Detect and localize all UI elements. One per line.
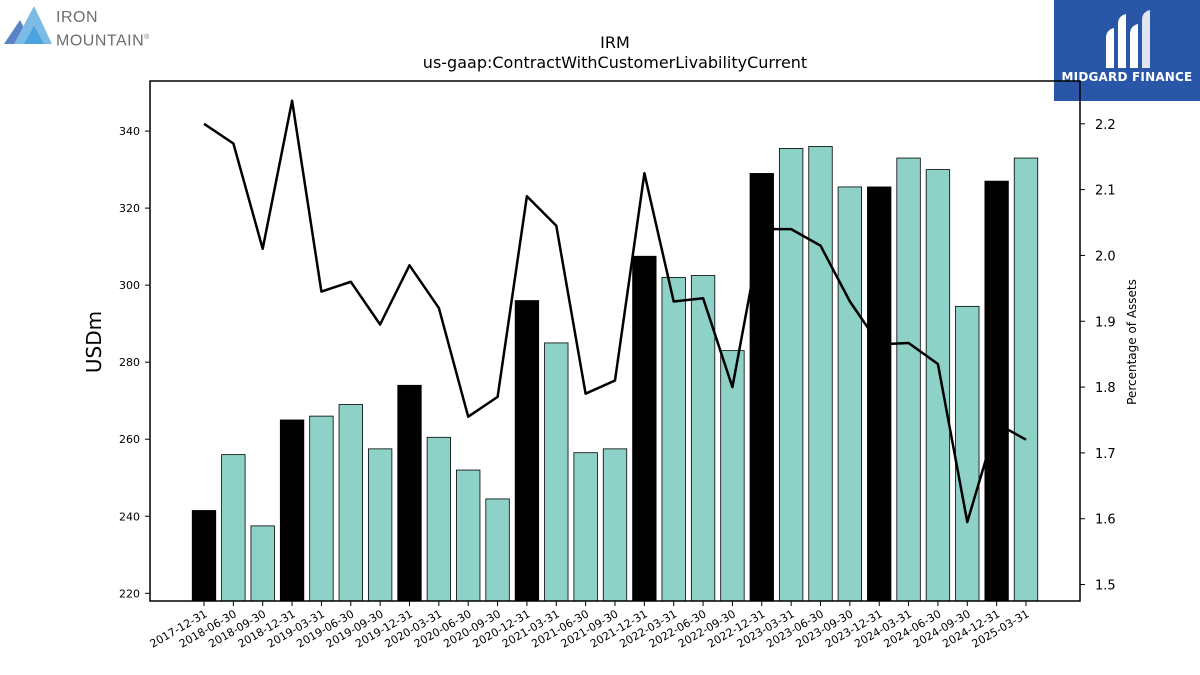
y-tick-label: 300 [119, 279, 140, 292]
y2-axis: 1.5 1.6 1.7 1.8 1.9 2.0 2.1 2.2 [1080, 118, 1116, 594]
bar-2024-09-30 [955, 305, 980, 602]
bar-2021-03-31 [544, 342, 569, 602]
logo-text-line2: MOUNTAIN [56, 32, 145, 50]
y-tick-label: 280 [119, 356, 140, 369]
y-tick-label: 260 [119, 433, 140, 446]
mountain-logo-icon [4, 6, 52, 44]
bar-2020-06-30 [456, 469, 481, 602]
bar-2018-09-30 [250, 525, 275, 602]
bar-2023-06-30 [808, 146, 833, 602]
bar-2025-03-31 [1013, 157, 1039, 602]
bar-2018-06-30 [221, 454, 246, 602]
logo-text-line1: IRON [56, 9, 98, 26]
line-series [203, 99, 1027, 524]
bar-2017-12-31 [191, 510, 217, 602]
bar-2019-03-31 [309, 415, 334, 602]
bar-2021-09-30 [602, 448, 628, 602]
bar-2022-12-31 [749, 173, 774, 602]
bar-2018-12-31 [279, 419, 305, 602]
midgard-finance-logo: MIDGARD FINANCE [1054, 0, 1200, 101]
bar-2023-03-31 [778, 148, 804, 602]
y2-tick-label: 2.0 [1095, 249, 1116, 264]
y2-tick-label: 2.1 [1095, 184, 1116, 199]
y-axis: 220 240 260 280 300 320 340 [119, 125, 150, 600]
bar-2019-09-30 [367, 448, 393, 602]
iron-mountain-logo: IRON MOUNTAIN® [4, 4, 164, 50]
bar-2020-09-30 [485, 498, 510, 602]
percentage-line [203, 99, 1027, 524]
chart-subtitle: us-gaap:ContractWithCustomerLivabilityCu… [423, 53, 807, 72]
midgard-logo-text: MIDGARD FINANCE [1061, 70, 1193, 84]
y2-tick-label: 1.9 [1095, 315, 1116, 330]
y2-tick-label: 1.7 [1095, 447, 1116, 462]
y-tick-label: 320 [119, 202, 140, 215]
y2-tick-label: 1.8 [1095, 381, 1116, 396]
bar-2019-12-31 [397, 384, 422, 602]
chart-title: IRM [600, 33, 630, 52]
y2-axis-label: Percentage of Assets [1125, 279, 1139, 405]
y-tick-label: 340 [119, 125, 140, 138]
bar-2023-09-30 [837, 186, 863, 602]
bar-2024-03-31 [896, 157, 921, 602]
y2-tick-label: 2.2 [1095, 118, 1116, 133]
bar-2019-06-30 [338, 404, 363, 602]
y2-tick-label: 1.6 [1095, 513, 1116, 528]
y2-tick-label: 1.5 [1095, 579, 1116, 594]
registered-mark: ® [144, 34, 150, 41]
bar-series [191, 146, 1039, 602]
x-axis: 2017-12-312018-06-302018-09-302018-12-31… [148, 601, 1032, 651]
y-tick-label: 220 [119, 587, 140, 600]
bar-2024-12-31 [984, 180, 1009, 602]
bar-2020-03-31 [426, 436, 452, 602]
bar-2020-12-31 [514, 300, 540, 602]
y-axis-label: USDm [82, 311, 106, 373]
y-tick-label: 240 [119, 510, 140, 523]
bar-2024-06-30 [925, 169, 951, 602]
bar-2021-12-31 [632, 255, 657, 602]
bar-2023-12-31 [867, 186, 892, 602]
bar-2021-06-30 [573, 452, 598, 602]
midgard-m-icon [1106, 10, 1150, 68]
bar-2022-03-31 [661, 277, 686, 602]
